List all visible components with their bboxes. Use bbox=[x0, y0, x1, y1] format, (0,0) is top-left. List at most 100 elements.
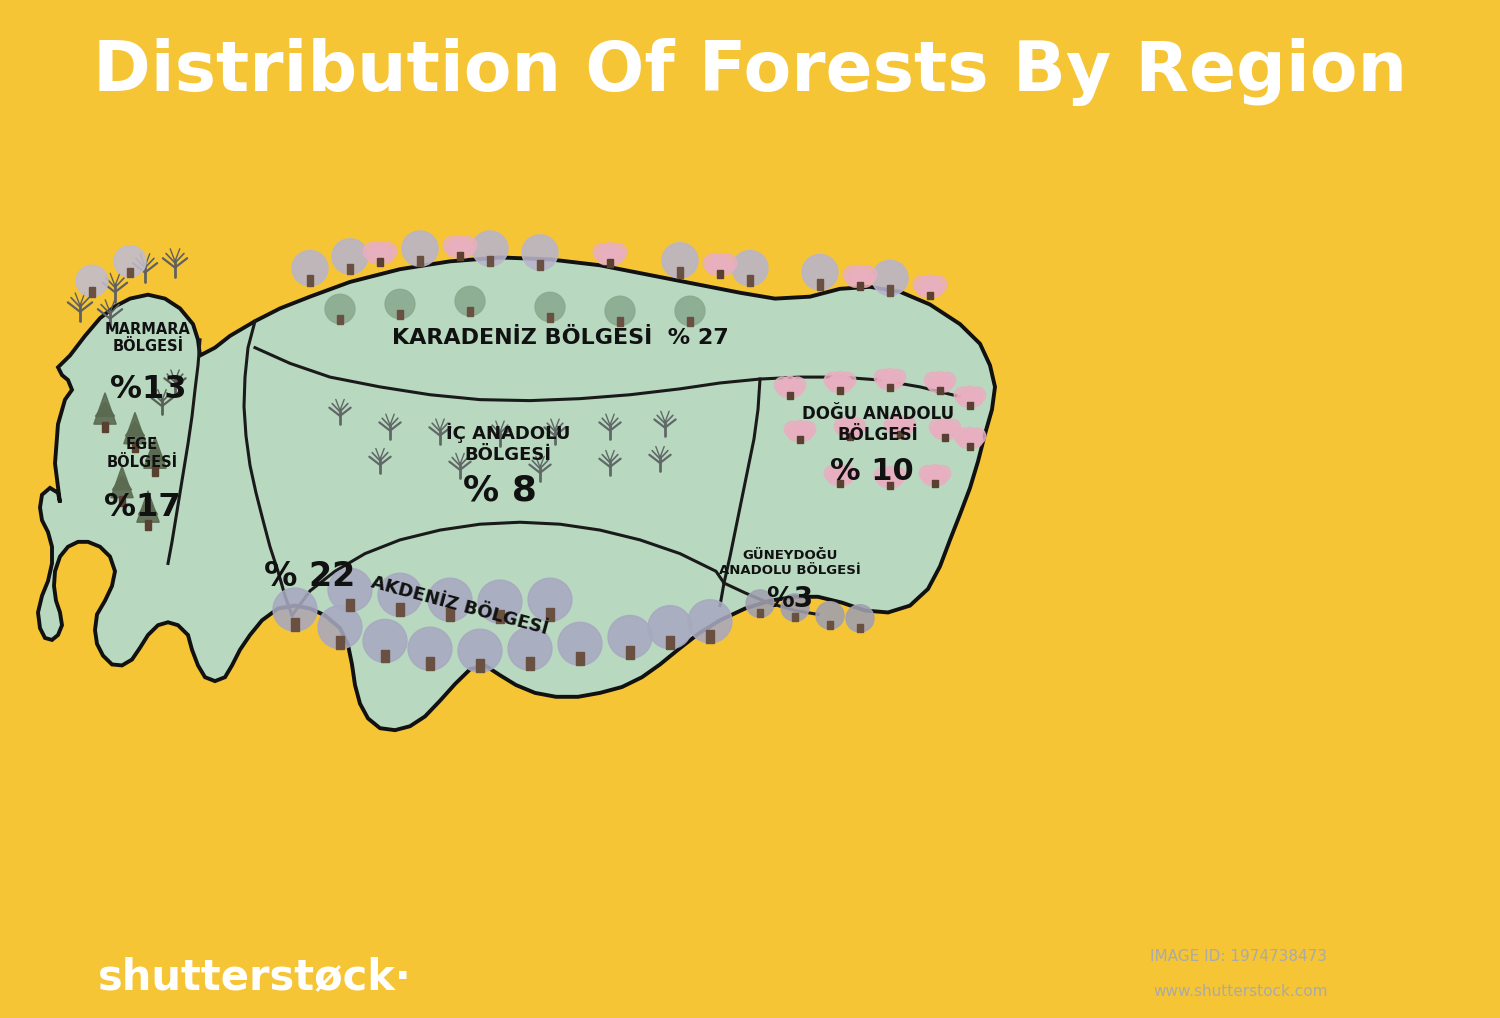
Circle shape bbox=[472, 231, 508, 267]
Bar bbox=[818, 279, 824, 290]
Polygon shape bbox=[126, 421, 144, 436]
Circle shape bbox=[522, 235, 558, 270]
Circle shape bbox=[746, 589, 774, 617]
Circle shape bbox=[328, 568, 372, 612]
Bar bbox=[847, 433, 852, 441]
Polygon shape bbox=[94, 393, 116, 425]
Bar bbox=[618, 317, 622, 326]
Text: DOĞU ANADOLU
BÖLGESİ: DOĞU ANADOLU BÖLGESİ bbox=[802, 405, 954, 444]
Bar bbox=[381, 649, 388, 663]
Circle shape bbox=[840, 465, 855, 482]
Bar bbox=[576, 653, 584, 666]
Circle shape bbox=[402, 231, 438, 267]
Bar bbox=[687, 317, 693, 326]
Bar bbox=[837, 480, 843, 488]
Circle shape bbox=[850, 266, 868, 283]
Bar bbox=[396, 604, 404, 616]
Circle shape bbox=[962, 428, 978, 444]
Circle shape bbox=[608, 616, 652, 659]
Bar bbox=[747, 275, 753, 286]
Bar bbox=[942, 434, 948, 442]
Circle shape bbox=[939, 373, 956, 388]
Circle shape bbox=[928, 419, 945, 436]
Bar bbox=[537, 260, 543, 270]
Text: MARMARA
BÖLGESİ: MARMARA BÖLGESİ bbox=[105, 322, 190, 354]
Circle shape bbox=[927, 464, 944, 480]
Circle shape bbox=[849, 418, 865, 435]
Bar bbox=[758, 609, 762, 617]
Circle shape bbox=[834, 418, 850, 435]
Bar bbox=[308, 275, 314, 286]
Bar bbox=[476, 660, 484, 672]
Circle shape bbox=[890, 467, 906, 484]
Circle shape bbox=[922, 469, 939, 486]
Circle shape bbox=[704, 254, 722, 272]
Circle shape bbox=[363, 619, 407, 663]
Bar bbox=[291, 618, 298, 631]
Circle shape bbox=[840, 373, 855, 388]
Circle shape bbox=[924, 373, 940, 388]
Text: % 8: % 8 bbox=[464, 473, 537, 508]
Circle shape bbox=[452, 236, 470, 253]
Bar bbox=[837, 387, 843, 394]
Circle shape bbox=[442, 236, 460, 253]
Circle shape bbox=[954, 429, 970, 444]
Circle shape bbox=[788, 425, 804, 441]
Circle shape bbox=[789, 377, 806, 393]
Bar bbox=[968, 402, 972, 409]
Circle shape bbox=[782, 377, 798, 393]
Text: KARADENİZ BÖLGESİ  % 27: KARADENİZ BÖLGESİ % 27 bbox=[392, 328, 729, 348]
Circle shape bbox=[927, 376, 944, 392]
Circle shape bbox=[828, 376, 843, 392]
Circle shape bbox=[969, 429, 986, 444]
Circle shape bbox=[914, 276, 932, 293]
Circle shape bbox=[528, 578, 572, 621]
Bar bbox=[346, 599, 354, 612]
Circle shape bbox=[882, 369, 898, 385]
Circle shape bbox=[378, 573, 422, 616]
Bar bbox=[128, 268, 134, 277]
Circle shape bbox=[602, 242, 619, 260]
Bar bbox=[788, 392, 792, 399]
Bar bbox=[417, 256, 423, 267]
Polygon shape bbox=[124, 412, 146, 444]
Circle shape bbox=[273, 588, 316, 631]
Polygon shape bbox=[112, 475, 132, 490]
Circle shape bbox=[376, 246, 393, 264]
Bar bbox=[118, 496, 124, 506]
Circle shape bbox=[954, 387, 970, 403]
Bar bbox=[398, 309, 402, 319]
Bar bbox=[888, 483, 892, 490]
Circle shape bbox=[837, 376, 852, 392]
Circle shape bbox=[837, 421, 854, 438]
Circle shape bbox=[886, 373, 903, 389]
Circle shape bbox=[716, 259, 734, 276]
Bar bbox=[132, 442, 138, 452]
Bar bbox=[828, 621, 833, 629]
Text: AKDENİZ BÖLGESİ: AKDENİZ BÖLGESİ bbox=[369, 573, 550, 638]
Circle shape bbox=[934, 465, 951, 482]
Text: %13: %13 bbox=[110, 375, 186, 405]
Circle shape bbox=[932, 469, 948, 486]
Bar bbox=[376, 259, 382, 266]
Circle shape bbox=[609, 243, 627, 261]
Text: % 10: % 10 bbox=[830, 457, 914, 486]
Text: İÇ ANADOLU
BÖLGESİ: İÇ ANADOLU BÖLGESİ bbox=[446, 423, 570, 464]
Circle shape bbox=[831, 464, 849, 480]
Bar bbox=[468, 307, 472, 316]
Circle shape bbox=[936, 376, 952, 392]
Circle shape bbox=[800, 421, 816, 438]
Bar bbox=[706, 630, 714, 643]
Bar bbox=[458, 252, 464, 261]
Circle shape bbox=[921, 275, 939, 292]
Circle shape bbox=[427, 578, 472, 621]
Bar bbox=[102, 422, 108, 432]
Circle shape bbox=[846, 421, 862, 438]
Circle shape bbox=[882, 466, 898, 483]
Circle shape bbox=[604, 296, 634, 326]
Bar bbox=[798, 436, 802, 443]
Bar bbox=[856, 282, 862, 289]
Bar bbox=[792, 613, 798, 621]
Circle shape bbox=[885, 416, 900, 433]
Circle shape bbox=[900, 416, 915, 433]
